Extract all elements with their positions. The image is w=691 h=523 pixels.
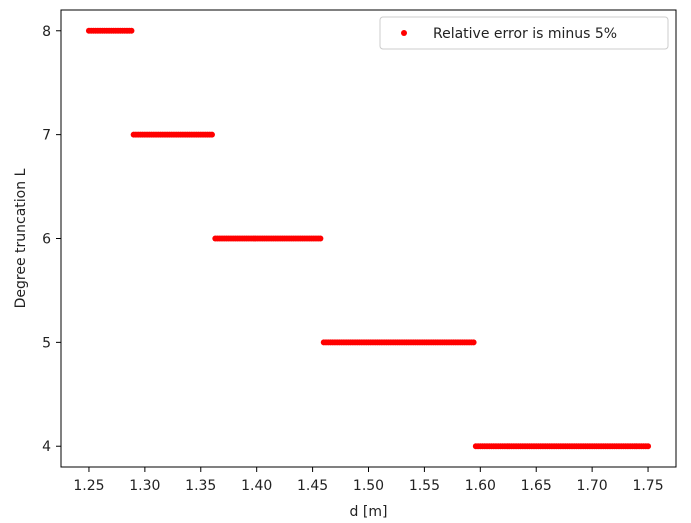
x-tick-label: 1.50 — [353, 478, 384, 494]
legend: Relative error is minus 5% — [379, 16, 669, 50]
x-tick-label: 1.70 — [577, 478, 608, 494]
x-tick-label: 1.55 — [409, 478, 440, 494]
data-point — [645, 443, 652, 450]
x-tick-label: 1.45 — [297, 478, 328, 494]
x-tick-label: 1.25 — [73, 478, 104, 494]
y-axis-label: Degree truncation L — [13, 168, 29, 308]
x-axis-label: d [m] — [350, 504, 388, 520]
x-tick-label: 1.30 — [129, 478, 160, 494]
x-tick-label: 1.65 — [521, 478, 552, 494]
y-tick-label: 8 — [42, 24, 51, 40]
y-tick-label: 6 — [42, 232, 51, 248]
y-tick-label: 7 — [42, 128, 51, 144]
x-axis-ticks: 1.25 1.30 1.35 1.40 1.45 1.50 1.55 1.60 1.65 1.70… — [73, 467, 664, 494]
data-point — [470, 339, 477, 346]
x-tick-label: 1.40 — [241, 478, 272, 494]
y-tick-label: 4 — [42, 439, 51, 455]
data-point — [317, 235, 324, 242]
data-points — [85, 27, 652, 450]
x-tick-label: 1.35 — [185, 478, 216, 494]
legend-box — [379, 16, 669, 50]
x-tick-label: 1.75 — [632, 478, 663, 494]
legend-marker — [401, 30, 407, 36]
data-point — [128, 27, 135, 34]
plot-area — [61, 10, 676, 467]
x-tick-label: 1.60 — [465, 478, 496, 494]
data-point — [208, 131, 215, 138]
y-tick-label: 5 — [42, 335, 51, 351]
legend-entry-label: Relative error is minus 5% — [433, 26, 617, 42]
y-axis-ticks: 4 5 6 7 8 — [42, 24, 61, 455]
